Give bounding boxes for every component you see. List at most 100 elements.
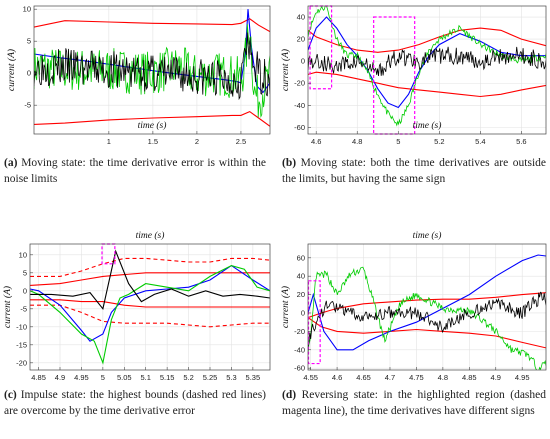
chart-b-xtick-label: 5.2 [434,137,444,146]
chart-b-ytick-label: 40 [297,13,305,22]
chart-c-xtick-label: 5 [101,373,105,382]
chart-b-series-line-4 [308,46,546,77]
chart-b-ytick-label: 0 [301,57,305,66]
chart-c-ytick-label: 0 [23,286,27,295]
chart-c-ytick-label: -15 [16,340,27,349]
chart-c-caption: (c) Impulse state: the highest bounds (d… [4,387,266,419]
chart-a-series-line-1 [34,110,270,127]
chart-panel-d: 4.55 4.6 4.65 4.7 4.75 4.8 4.85 4.9 4.95 -60 -40 -2… [280,222,550,439]
chart-d-ytick-label: 20 [297,290,305,299]
chart-c-series-line-6 [30,249,270,311]
chart-c-ytick-label: 5 [23,268,27,277]
chart-b-xtick-label: 4.6 [311,137,321,146]
chart-b-series-line-0 [308,27,546,53]
chart-a-axes-frame [33,5,271,135]
chart-d-xtick-label: 4.95 [515,373,530,382]
chart-c-xtick-label: 4.95 [74,373,89,382]
chart-c-ytick-label: 10 [19,250,27,259]
chart-b-axes-frame [307,5,547,135]
chart-a-caption: (a) Moving state: the time derivative er… [4,155,266,187]
chart-b-ytick-label: 20 [297,35,305,44]
chart-a-series-line-0 [34,18,270,33]
chart-c-caption-tag: (c) [4,389,17,401]
chart-b-ylabel: current (A) [280,49,291,91]
chart-c-ytick-label: -5 [20,304,27,313]
chart-d-series-line-1 [308,317,546,349]
chart-b-ytick-label: -40 [294,101,305,110]
chart-d-plot: 4.55 4.6 4.65 4.7 4.75 4.8 4.85 4.9 4.95 -60 -40 -2… [280,230,547,382]
chart-b-plot: 4.6 4.8 5 5.2 5.4 5.6 -60 -40 -20 0 20 40 time (s) cu… [280,5,547,146]
chart-a-caption-tag: (a) [4,157,18,169]
chart-c-xtick-label: 5.05 [117,373,132,382]
chart-c-ytick-label: -10 [16,322,27,331]
chart-b-xlabel: time (s) [413,120,442,131]
chart-c-axes-frame [29,243,271,371]
chart-d-ytick-label: -40 [294,345,305,354]
chart-c-xtick-label: 5.35 [246,373,261,382]
chart-a-ytick-label: 10 [23,5,31,14]
chart-d-ytick-label: -60 [294,364,305,373]
chart-c-xtick-label: 4.85 [31,373,46,382]
chart-d-series-line-0 [308,292,546,319]
chart-a-ytick-label: 5 [27,37,31,46]
chart-a-plot: 1 1.5 2 2.5 -5 0 5 10 time (s) current (A) [6,5,271,146]
chart-a-series-line-4 [34,32,270,101]
chart-b-xtick-label: 5.6 [516,137,526,146]
chart-c-plot: 4.85 4.9 4.95 5 5.05 5.1 5.15 5.2 5.25 5.3 5.35 -20… [2,230,271,382]
chart-b-ytick-label: -20 [294,79,305,88]
chart-c-caption-text: Impulse state: the highest bounds (dashe… [4,389,267,417]
chart-c-ytick-label: -20 [16,358,27,367]
chart-c-xtick-label: 5.3 [226,373,236,382]
chart-d-caption-text: Reversing state: in the highlighted regi… [282,389,547,417]
chart-a-ylabel: current (A) [6,49,17,91]
chart-a-xtick-label: 1 [107,137,111,146]
chart-b-caption: (b) Moving state: both the time derivati… [282,155,546,187]
chart-d-xtick-label: 4.85 [462,373,477,382]
chart-panel-b: 4.6 4.8 5 5.2 5.4 5.6 -60 -40 -20 0 20 40 time (s) cu… [280,0,550,218]
chart-d-ylabel: current (A) [280,286,291,328]
chart-d-xtick-label: 4.7 [385,373,395,382]
chart-panel-c: 4.85 4.9 4.95 5 5.05 5.1 5.15 5.2 5.25 5.3 5.35 -20… [0,222,275,439]
chart-c-xlabel: time (s) [136,230,165,241]
chart-a-ytick-label: 0 [27,69,31,78]
chart-d-xtick-label: 4.9 [491,373,501,382]
chart-d-highlight-box [307,280,321,365]
chart-b-xtick-label: 5 [396,137,400,146]
chart-c-series-line-1 [30,304,270,328]
chart-c-series-line-0 [30,257,270,277]
chart-d-ytick-label: 40 [297,272,305,281]
chart-d-xtick-label: 4.65 [356,373,371,382]
chart-a-ytick-label: -5 [24,101,31,110]
chart-c-xtick-label: 5.25 [203,373,218,382]
chart-b-series-line-1 [308,71,546,98]
chart-b-xtick-label: 5.4 [475,137,485,146]
chart-panel-a: 1 1.5 2 2.5 -5 0 5 10 time (s) current (A) (a) Mo… [0,0,275,218]
chart-b-caption-tag: (b) [282,157,297,169]
chart-c-xtick-label: 5.2 [183,373,193,382]
chart-b-series-line-2 [308,16,546,109]
chart-d-xtick-label: 4.55 [303,373,318,382]
chart-a-xtick-label: 2 [195,137,199,146]
chart-c-ylabel: current (A) [2,286,13,328]
chart-a-xlabel: time (s) [138,120,167,131]
chart-d-xlabel: time (s) [413,230,442,241]
chart-c-series-line-5 [30,265,270,365]
chart-a-xtick-label: 2.5 [236,137,246,146]
chart-d-ytick-label: -20 [294,327,305,336]
chart-d-axes-frame [307,243,547,371]
chart-b-xtick-label: 4.8 [352,137,362,146]
chart-c-xtick-label: 4.9 [55,373,65,382]
chart-c-series-line-3 [30,299,270,308]
chart-a-xtick-label: 1.5 [148,137,158,146]
chart-d-caption: (d) Reversing state: in the highlighted … [282,387,546,419]
chart-d-ytick-label: 0 [301,308,305,317]
chart-c-series-line-4 [30,264,270,342]
chart-b-caption-text: Moving state: both the time derivatives … [282,157,546,185]
chart-b-ytick-label: -60 [294,123,305,132]
chart-d-series-line-3 [308,266,546,370]
chart-d-series-line-4 [308,291,546,348]
chart-b-highlight-box [373,16,416,135]
chart-b-series-line-3 [308,6,546,127]
chart-d-xtick-label: 4.6 [332,373,342,382]
chart-d-xtick-label: 4.75 [409,373,424,382]
